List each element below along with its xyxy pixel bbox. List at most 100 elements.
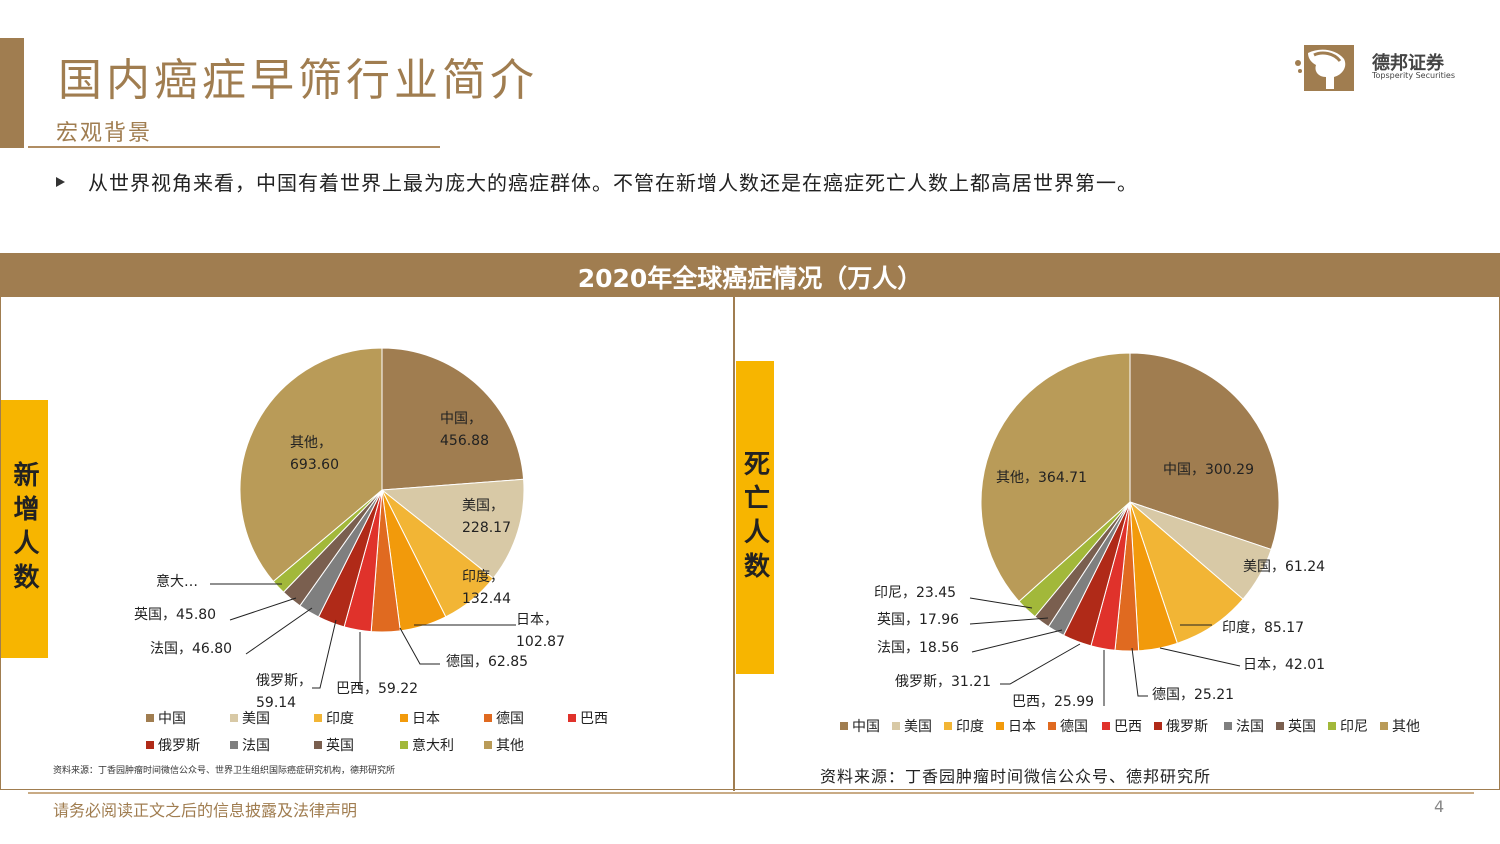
legend-swatch <box>484 741 492 749</box>
legend-item-中国: 中国 <box>840 716 880 736</box>
data-label-英国: 英国，17.96 <box>877 611 959 628</box>
legend-swatch <box>484 714 492 722</box>
logo-chinese-name: 德邦证券 <box>1372 53 1444 74</box>
pie-slice-其他 <box>239 347 383 583</box>
legend-label: 其他 <box>496 738 524 754</box>
footer-rule <box>28 792 1474 794</box>
label-leader-line <box>1000 643 1081 685</box>
data-label-意大利: 意大… <box>156 573 198 590</box>
data-label-德国: 德国，62.85 <box>446 654 528 670</box>
legend-label: 美国 <box>904 719 932 735</box>
data-label-巴西: 巴西，59.22 <box>336 681 418 697</box>
deaths-label-text: 死亡人数 <box>739 449 770 586</box>
data-label-美国: 美国，61.24 <box>1243 559 1325 575</box>
legend-label: 巴西 <box>1114 719 1142 735</box>
legend-label: 印度 <box>956 719 984 735</box>
data-label-印度: 印度， <box>462 569 504 585</box>
legend-swatch <box>230 714 238 722</box>
legend-label: 中国 <box>852 719 880 735</box>
legend-swatch <box>1048 722 1056 730</box>
legend-label: 印度 <box>326 711 354 727</box>
legend-item-美国: 美国 <box>230 708 270 728</box>
legend-swatch <box>146 741 154 749</box>
pie-slice-其他 <box>980 352 1131 603</box>
title-underline <box>28 146 440 148</box>
legend-label: 法国 <box>1236 719 1264 735</box>
data-label-中国: 456.88 <box>440 433 489 449</box>
data-label-其他: 其他，364.71 <box>996 470 1087 486</box>
legend-label: 德国 <box>1060 719 1088 735</box>
new-cases-label: 新增人数 <box>1 400 48 658</box>
legend-swatch <box>944 722 952 730</box>
legend-swatch <box>1276 722 1284 730</box>
data-label-日本: 日本， <box>516 612 558 628</box>
data-label-美国: 美国， <box>462 498 504 514</box>
legend-item-俄罗斯: 俄罗斯 <box>146 735 200 755</box>
label-leader-line <box>312 619 337 689</box>
data-label-印度: 印度，85.17 <box>1222 620 1304 636</box>
legend-swatch <box>892 722 900 730</box>
company-logo: 德邦证券 Topsperity Securities <box>1294 41 1458 95</box>
legend-swatch <box>400 714 408 722</box>
data-label-美国: 228.17 <box>462 520 511 536</box>
legend-label: 法国 <box>242 738 270 754</box>
page-number: 4 <box>1434 797 1445 816</box>
pie-slice-中国 <box>1129 352 1280 551</box>
tiger-logo-icon <box>1295 45 1354 91</box>
legend-item-德国: 德国 <box>484 708 524 728</box>
page-title: 国内癌症早筛行业简介 <box>58 55 538 106</box>
data-label-俄罗斯: 俄罗斯，31.21 <box>895 674 991 690</box>
right-source-note: 资料来源：丁香园肿瘤时间微信公众号、德邦研究所 <box>820 767 1212 786</box>
legend-swatch <box>1102 722 1110 730</box>
legend-item-德国: 德国 <box>1048 716 1088 736</box>
legend-label: 德国 <box>496 711 524 727</box>
legend-label: 日本 <box>1008 719 1036 735</box>
label-leader-line <box>971 629 1063 653</box>
legend-item-印度: 印度 <box>314 708 354 728</box>
legend-item-其他: 其他 <box>1380 716 1420 736</box>
data-label-其他: 693.60 <box>290 457 339 473</box>
section-title: 宏观背景 <box>56 121 153 146</box>
legend-item-美国: 美国 <box>892 716 932 736</box>
legend-label: 俄罗斯 <box>158 738 200 754</box>
legend-item-巴西: 巴西 <box>568 708 608 728</box>
data-label-日本: 日本，42.01 <box>1243 657 1325 673</box>
pie-slice-中国 <box>381 347 525 491</box>
legend-swatch <box>1328 722 1336 730</box>
legend-swatch <box>996 722 1004 730</box>
legend-swatch <box>146 714 154 722</box>
legend-label: 英国 <box>1288 719 1316 735</box>
label-leader-line <box>229 597 297 621</box>
label-leader-line <box>1131 647 1148 697</box>
data-label-法国: 法国，46.80 <box>150 641 232 657</box>
data-label-俄罗斯: 59.14 <box>256 695 296 711</box>
legend-label: 俄罗斯 <box>1166 719 1208 735</box>
legend-swatch <box>568 714 576 722</box>
legend-item-英国: 英国 <box>314 735 354 755</box>
left-source-note: 资料来源：丁香园肿瘤时间微信公众号、世界卫生组织国际癌症研究机构，德邦研究所 <box>53 766 396 776</box>
legend-label: 意大利 <box>412 738 454 754</box>
label-leader-line <box>1159 647 1241 667</box>
data-label-日本: 102.87 <box>516 634 565 650</box>
legend-label: 巴西 <box>580 711 608 727</box>
data-label-德国: 德国，25.21 <box>1152 687 1234 703</box>
bullet-arrow-icon <box>56 177 65 187</box>
data-label-其他: 其他， <box>290 435 332 451</box>
legend-item-日本: 日本 <box>400 708 440 728</box>
legend-label: 英国 <box>326 738 354 754</box>
logo-english-name: Topsperity Securities <box>1372 71 1456 80</box>
legend-swatch <box>1380 722 1388 730</box>
label-leader-line <box>399 627 440 665</box>
legend-item-意大利: 意大利 <box>400 735 454 755</box>
data-label-巴西: 巴西，25.99 <box>1012 694 1094 710</box>
data-label-印度: 132.44 <box>462 591 511 607</box>
panel-header: 2020年全球癌症情况（万人） <box>1 254 1499 297</box>
legend-item-日本: 日本 <box>996 716 1036 736</box>
legend-swatch <box>314 714 322 722</box>
data-label-英国: 英国，45.80 <box>134 606 216 623</box>
pie-slice-美国 <box>380 478 525 580</box>
legend-label: 其他 <box>1392 719 1420 735</box>
data-label-中国: 中国，300.29 <box>1163 462 1254 478</box>
